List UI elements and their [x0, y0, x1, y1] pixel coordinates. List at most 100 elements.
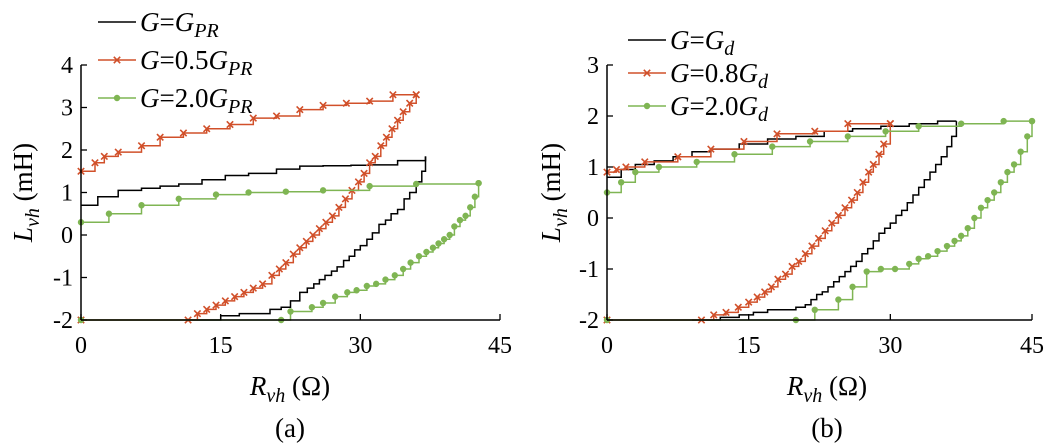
data-point-a-1-l29	[212, 301, 220, 309]
data-point-b-2-l7	[984, 196, 991, 204]
data-point-b-1-l21	[753, 293, 761, 301]
data-point-a-2-l5	[451, 223, 458, 230]
data-point-b-1-u1	[612, 165, 621, 174]
y-tick-label-b-1: -1	[579, 257, 599, 283]
data-point-a-2-u2	[138, 202, 145, 209]
data-point-a-2-l12	[407, 259, 414, 266]
x-tick-label-b-1: 15	[737, 333, 761, 359]
data-point-a-2-u7	[319, 187, 327, 194]
data-point-a-1-u1	[91, 158, 99, 167]
data-point-b-1-l14	[801, 249, 810, 258]
data-point-b-1-u3	[641, 158, 649, 166]
data-point-a-1-u8	[226, 120, 234, 129]
data-point-b-2-u11	[957, 120, 965, 127]
data-point-a-1-l7	[371, 152, 379, 161]
data-point-b-1-l6	[853, 188, 862, 197]
legend-label-a-0: G=GPR	[140, 7, 219, 42]
data-point-b-1-l19	[767, 283, 776, 291]
legend-marker-b-1	[643, 69, 651, 77]
data-point-a-2-u3	[175, 195, 182, 203]
data-point-a-2-l13	[399, 265, 407, 273]
data-point-b-2-l20	[863, 268, 870, 275]
data-point-a-1-l25	[249, 284, 258, 292]
data-point-a-2-l10	[423, 248, 430, 256]
data-point-a-2-u4	[212, 191, 220, 198]
legend-label-a-1: G=0.5GPR	[140, 45, 252, 80]
data-point-a-1-u2	[100, 152, 109, 161]
data-point-b-2-l0	[1028, 117, 1036, 125]
data-point-b-2-l14	[934, 247, 941, 255]
data-point-a-1-u15	[389, 90, 397, 99]
data-point-a-1-l16	[315, 224, 324, 233]
series-b-0-upper-line	[607, 120, 957, 178]
x-tick-label-b-0: 0	[601, 333, 613, 359]
data-point-a-2-l8	[435, 240, 442, 247]
data-point-b-1-l20	[760, 288, 769, 296]
y-tick-label-a-4: 2	[61, 138, 73, 164]
data-point-a-1-l30	[202, 305, 211, 314]
data-point-a-2-l22	[308, 304, 316, 311]
data-point-b-2-l15	[924, 253, 932, 260]
data-point-b-1-l23	[734, 303, 743, 312]
data-point-a-2-l4	[456, 216, 464, 224]
series-b-1	[603, 119, 895, 324]
y-axis-title-b: Lvh (mH)	[536, 143, 572, 243]
data-point-a-1-l14	[328, 212, 337, 220]
data-point-b-1-l24	[722, 308, 730, 317]
data-point-a-1-u6	[179, 129, 188, 137]
data-point-b-2-l19	[877, 265, 885, 273]
data-point-b-1-l16	[788, 262, 796, 271]
y-tick-label-b-5: 3	[587, 53, 599, 79]
y-tick-label-a-1: -1	[53, 266, 73, 292]
data-point-b-2-u9	[882, 128, 889, 135]
data-point-a-1-l28	[221, 297, 230, 305]
data-point-b-2-l5	[997, 179, 1005, 186]
data-point-b-2-u1	[617, 179, 625, 186]
chart-panel-b: 0 15 30 45 -2 -1 0 1 2 3 Rvh (Ω) Lvh (mH) (b) G=GdG=0…	[536, 25, 1044, 443]
data-point-a-1-u12	[319, 101, 327, 110]
x-tick-label-a-1: 15	[209, 333, 233, 359]
data-point-b-2-u5	[731, 151, 738, 158]
x-tick-label-a-3: 45	[488, 333, 512, 359]
series-b-2-lower-line	[607, 121, 1033, 321]
data-point-b-2-l10	[964, 224, 971, 232]
data-point-a-1-l21	[282, 258, 290, 267]
y-axis-title-a: Lvh (mH)	[8, 143, 44, 243]
data-point-a-1-u5	[156, 133, 164, 142]
y-tick-label-b-4: 2	[587, 104, 599, 130]
legend-marker-a-2	[113, 94, 121, 102]
data-point-b-2-l16	[915, 255, 922, 262]
x-axis-title-b: Rvh (Ω)	[786, 371, 867, 407]
data-point-b-1-l13	[808, 242, 816, 250]
data-point-a-1-u9	[249, 114, 258, 122]
data-point-b-1-l9	[834, 211, 843, 220]
data-point-a-2-l15	[382, 276, 389, 283]
data-point-a-2-l23	[287, 308, 294, 315]
legend-label-a-2: G=2.0GPR	[140, 83, 252, 118]
series-b-0	[607, 120, 958, 321]
x-axis-title-a: Rvh (Ω)	[249, 371, 330, 407]
data-point-b-1-u8	[811, 127, 819, 136]
data-point-a-2-u5	[245, 189, 252, 196]
data-point-b-1-u7	[773, 130, 781, 138]
y-tick-label-b-3: 1	[587, 155, 599, 181]
data-point-b-1-l18	[774, 275, 782, 283]
data-point-a-1-l1	[405, 99, 414, 108]
x-tick-label-b-3: 45	[1020, 333, 1044, 359]
legend-label-b-0: G=Gd	[670, 25, 735, 60]
y-tick-label-a-0: -2	[53, 308, 73, 334]
data-point-b-2-l8	[977, 204, 985, 211]
data-point-a-1-l20	[289, 250, 298, 258]
data-point-b-1-u2	[622, 163, 630, 171]
data-point-b-2-l23	[811, 306, 818, 313]
data-point-a-1-l12	[341, 195, 350, 203]
data-point-b-1-l22	[744, 298, 753, 306]
legend-marker-b-2	[643, 102, 651, 110]
data-point-a-2-l18	[353, 287, 360, 294]
data-point-b-1-u4	[674, 153, 682, 161]
data-point-b-1-u9	[844, 119, 852, 128]
data-point-a-1-l9	[360, 169, 368, 178]
data-point-a-1-l31	[193, 309, 202, 318]
data-point-a-1-l5	[382, 133, 391, 142]
